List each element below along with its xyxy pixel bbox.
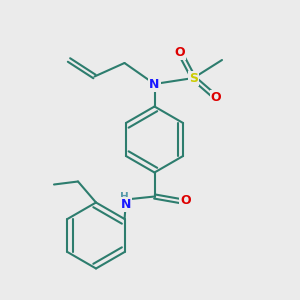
Text: O: O <box>175 46 185 59</box>
Text: N: N <box>149 77 160 91</box>
Text: O: O <box>211 91 221 104</box>
Text: N: N <box>121 197 131 211</box>
Text: S: S <box>189 71 198 85</box>
Text: O: O <box>180 194 191 208</box>
Text: H: H <box>120 191 129 202</box>
